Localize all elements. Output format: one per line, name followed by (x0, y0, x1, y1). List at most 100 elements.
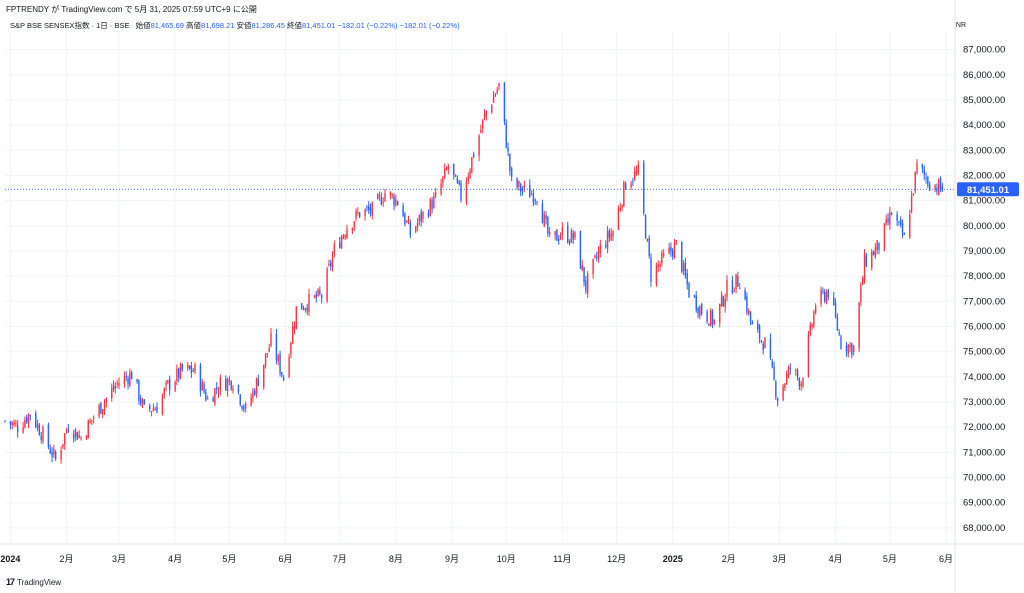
candle (872, 250, 875, 256)
candle-body (129, 372, 131, 387)
candle-body (876, 240, 878, 251)
candle-body (697, 308, 699, 314)
candle (916, 159, 918, 175)
candle-body (492, 96, 495, 103)
candle (244, 401, 247, 413)
candle (13, 419, 15, 427)
candle (670, 242, 672, 257)
candle (304, 307, 307, 313)
candle (509, 153, 511, 176)
candle (583, 266, 585, 287)
candle (863, 249, 866, 284)
candle (507, 142, 509, 157)
candle (282, 375, 285, 382)
candle (883, 223, 886, 252)
candle (295, 306, 298, 330)
price-tick-label: 69,000.00 (963, 498, 1005, 509)
candle-body (764, 337, 766, 349)
candle (89, 418, 91, 424)
price-tick-label: 86,000.00 (963, 70, 1005, 81)
candle-body (834, 303, 837, 317)
candle-body (469, 170, 471, 178)
candle-body (342, 235, 345, 239)
candle (458, 180, 460, 186)
candle (29, 414, 32, 421)
candle-body (54, 451, 57, 459)
price-tick-label: 85,000.00 (963, 95, 1005, 106)
candle (659, 260, 661, 272)
candle-body (35, 413, 37, 428)
candle (706, 309, 708, 324)
candle-body (214, 388, 216, 405)
candle (585, 275, 587, 294)
candle (529, 179, 531, 198)
candle (903, 232, 906, 235)
candle-body (737, 276, 739, 287)
candle (807, 330, 810, 378)
candle (444, 163, 446, 180)
candle (333, 240, 336, 258)
candle (927, 175, 929, 189)
candle-body (36, 423, 39, 428)
candle-body (934, 185, 936, 190)
candle (635, 165, 638, 176)
price-tick-label: 75,000.00 (963, 347, 1005, 358)
candle (700, 302, 703, 316)
candle (710, 308, 712, 327)
candle (150, 410, 153, 417)
candle-body (735, 274, 737, 289)
candle-body (275, 333, 278, 361)
candle (845, 341, 848, 357)
candle (123, 371, 126, 388)
candle-body (807, 335, 810, 377)
candle (250, 393, 252, 407)
candle (389, 191, 392, 200)
symbol-name[interactable]: S&P BSE SENSEX指数 · 1日 · BSE (10, 21, 130, 30)
candle-body (686, 273, 688, 285)
candle (11, 421, 13, 430)
candle (407, 215, 410, 225)
candle-body (605, 244, 607, 248)
candle-body (217, 391, 220, 393)
candle (608, 228, 611, 243)
candle-body (402, 206, 404, 217)
candle-body (302, 309, 305, 311)
time-tick-label: 3月 (112, 554, 126, 564)
candle-body (239, 394, 241, 405)
price-tick-label: 87,000.00 (963, 45, 1005, 56)
candle-body (64, 433, 66, 445)
candle (103, 399, 106, 415)
candle (228, 375, 231, 386)
candle-body (719, 303, 721, 323)
candle-body (650, 257, 652, 282)
price-tick-label: 70,000.00 (963, 473, 1005, 484)
candle (558, 234, 560, 245)
candle-body (326, 268, 328, 302)
candle-body (814, 306, 817, 313)
candle (720, 291, 723, 307)
candle-body (684, 262, 687, 276)
candle (192, 368, 194, 373)
candle (188, 365, 191, 370)
candle (648, 235, 650, 259)
tradingview-logo[interactable]: 17 TradingView (6, 577, 61, 587)
candle (340, 234, 343, 250)
time-tick-label: 6月 (278, 554, 292, 564)
candle-body (720, 294, 723, 306)
candle (751, 320, 754, 325)
candle-body (890, 213, 893, 216)
candle-body (156, 407, 158, 413)
candle (482, 119, 484, 134)
candle-body (688, 283, 690, 298)
candle-body (572, 233, 574, 240)
candle (938, 178, 940, 196)
candle (672, 247, 674, 261)
candle-body (420, 212, 422, 222)
candle-body (433, 196, 435, 209)
candle-body (827, 289, 830, 298)
candle (431, 196, 433, 214)
candle (878, 242, 880, 255)
candle (331, 251, 334, 272)
candle-body (724, 298, 726, 308)
